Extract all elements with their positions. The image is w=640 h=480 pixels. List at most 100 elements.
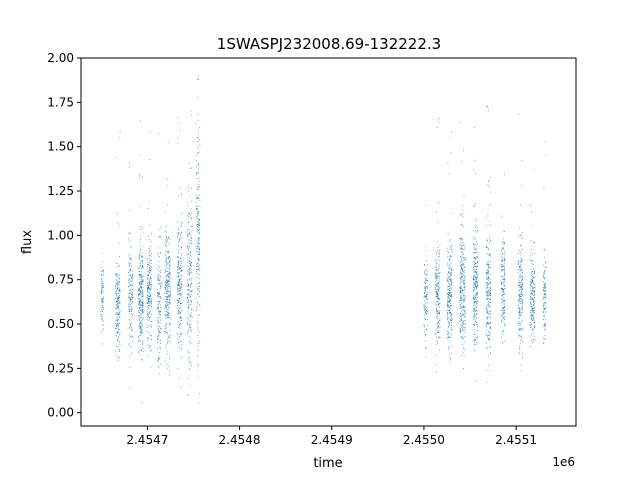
data-point — [187, 297, 189, 299]
data-point — [476, 271, 478, 273]
y-tick-label: 0.50 — [47, 317, 74, 331]
data-point — [160, 347, 161, 349]
data-point — [534, 307, 535, 309]
data-point — [168, 276, 170, 278]
data-point — [115, 345, 117, 347]
data-point — [502, 241, 504, 242]
data-point — [169, 285, 171, 287]
data-point — [138, 257, 140, 259]
data-point — [463, 274, 465, 276]
data-point — [141, 319, 143, 321]
data-point — [118, 284, 120, 286]
data-point — [533, 326, 535, 328]
data-point — [141, 252, 143, 254]
data-point — [520, 289, 521, 290]
data-point — [158, 310, 160, 312]
data-point — [459, 282, 461, 283]
data-point — [474, 319, 476, 321]
data-point — [520, 280, 522, 282]
data-point — [157, 247, 159, 249]
data-point — [148, 314, 149, 315]
data-point — [102, 315, 104, 317]
data-point — [191, 283, 193, 285]
data-point — [436, 251, 438, 253]
data-point — [463, 244, 465, 246]
data-point — [146, 284, 148, 286]
data-point — [180, 270, 182, 272]
data-point — [487, 269, 489, 271]
data-point — [488, 109, 490, 111]
data-point — [427, 319, 428, 321]
data-point — [118, 357, 120, 359]
data-point — [197, 355, 199, 356]
data-point — [150, 366, 152, 368]
data-point — [164, 230, 166, 232]
data-point — [139, 241, 141, 243]
data-point — [464, 276, 466, 278]
data-point — [149, 284, 151, 285]
data-point — [462, 205, 464, 206]
data-point — [142, 276, 144, 278]
data-point — [167, 274, 169, 276]
data-point — [178, 324, 180, 326]
data-point — [424, 283, 426, 285]
data-point — [160, 304, 161, 306]
data-point — [501, 270, 503, 271]
data-point — [195, 250, 197, 252]
data-point — [545, 297, 547, 299]
data-point — [473, 298, 474, 300]
data-point — [544, 293, 546, 295]
data-point — [489, 283, 491, 284]
data-point — [438, 326, 440, 328]
data-point — [196, 159, 198, 161]
data-point — [475, 337, 477, 339]
data-point — [449, 317, 451, 319]
data-point — [166, 282, 168, 284]
data-point — [188, 270, 190, 272]
data-point — [447, 295, 449, 297]
data-point — [425, 277, 426, 279]
data-point — [197, 229, 199, 231]
data-point — [521, 279, 523, 281]
data-point — [463, 351, 465, 353]
data-point — [501, 336, 503, 338]
data-point — [474, 281, 476, 282]
data-point — [532, 286, 534, 288]
data-point — [190, 365, 192, 366]
data-point — [149, 254, 151, 256]
data-point — [177, 274, 179, 276]
data-point — [438, 285, 440, 287]
data-point — [460, 270, 462, 272]
data-point — [489, 316, 491, 318]
data-point — [138, 311, 140, 313]
data-point — [447, 280, 448, 281]
data-point — [157, 296, 159, 298]
data-point — [196, 201, 198, 203]
data-point — [504, 278, 506, 280]
data-point — [437, 202, 439, 204]
data-point — [177, 284, 178, 286]
data-point — [462, 347, 464, 349]
data-point — [474, 269, 476, 271]
data-point — [437, 241, 439, 243]
data-point — [435, 336, 437, 338]
data-point — [157, 280, 159, 281]
data-point — [447, 274, 448, 276]
data-point — [166, 312, 168, 314]
data-point — [463, 320, 464, 322]
data-point — [425, 299, 427, 301]
x-axis-ticks: 2.4547 2.4548 2.4549 2.4550 2.4551 — [126, 426, 537, 447]
data-point — [503, 303, 505, 305]
data-point — [436, 118, 438, 120]
data-point — [543, 296, 545, 298]
data-point — [472, 279, 474, 281]
data-point — [435, 267, 437, 269]
data-point — [178, 288, 180, 290]
data-point — [462, 299, 464, 301]
data-point — [167, 310, 169, 312]
data-point — [131, 297, 133, 299]
data-point — [531, 291, 532, 293]
data-point — [197, 327, 199, 329]
data-point — [197, 346, 199, 348]
data-point — [180, 324, 182, 326]
